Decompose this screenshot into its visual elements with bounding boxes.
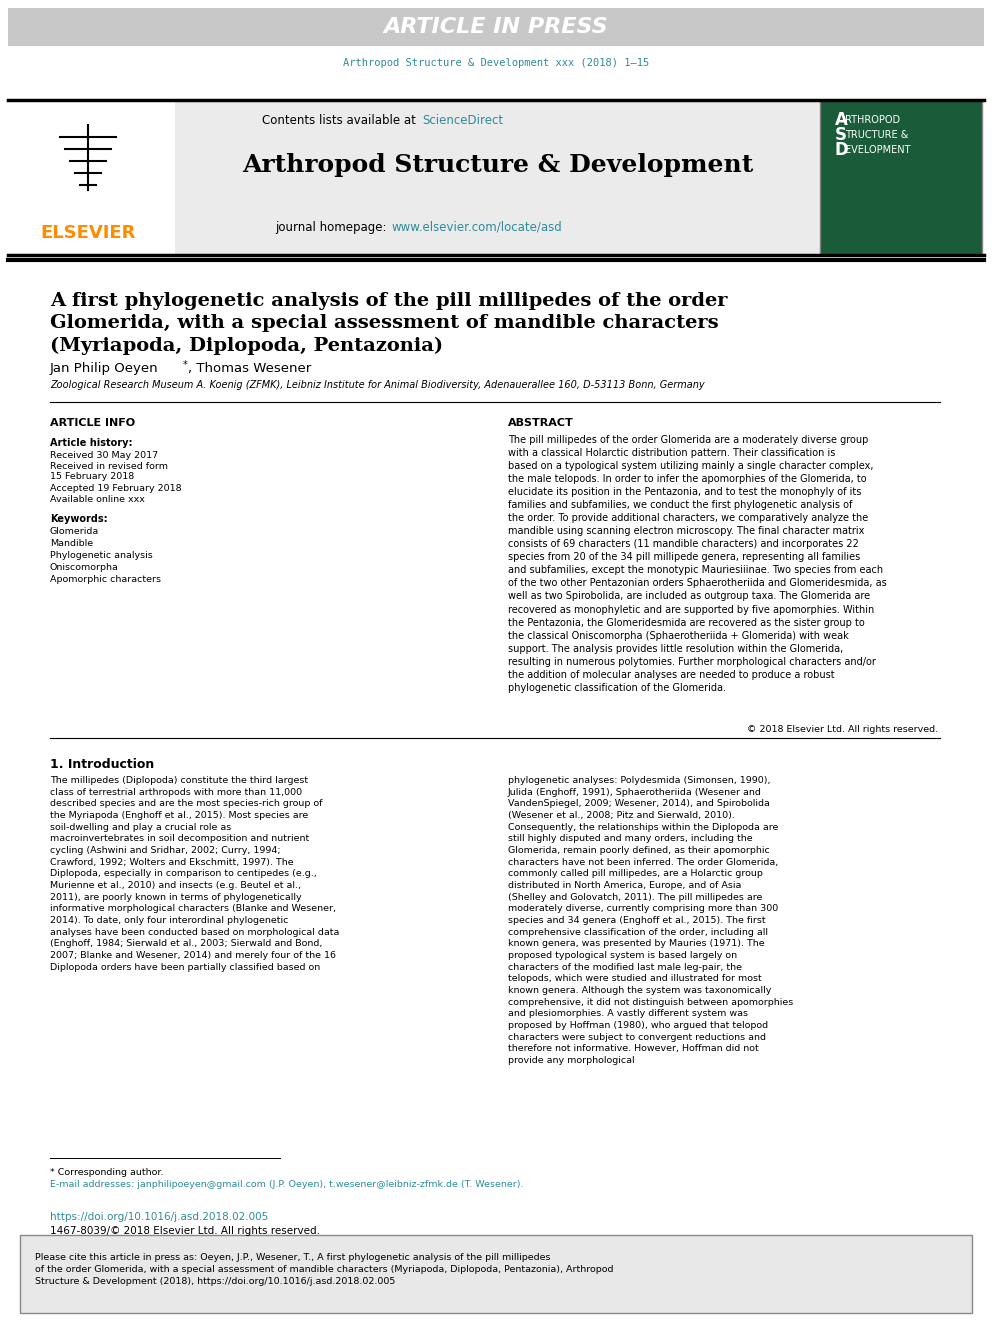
Text: EVELOPMENT: EVELOPMENT [845,146,911,155]
Text: RTHROPOD: RTHROPOD [845,115,900,124]
Text: ARTICLE INFO: ARTICLE INFO [50,418,135,429]
Text: ARTICLE IN PRESS: ARTICLE IN PRESS [384,17,608,37]
Text: *: * [183,360,187,370]
Text: E-mail addresses: janphilipoeyen@gmail.com (J.P. Oeyen), t.wesener@leibniz-zfmk.: E-mail addresses: janphilipoeyen@gmail.c… [50,1180,524,1189]
Text: ELSEVIER: ELSEVIER [41,224,136,242]
Text: Received in revised form: Received in revised form [50,462,168,471]
Text: , Thomas Wesener: , Thomas Wesener [188,363,311,374]
Text: The pill millipedes of the order Glomerida are a moderately diverse group
with a: The pill millipedes of the order Glomeri… [508,435,887,693]
Text: www.elsevier.com/locate/asd: www.elsevier.com/locate/asd [392,221,562,233]
Text: Accepted 19 February 2018: Accepted 19 February 2018 [50,484,182,493]
Text: Please cite this article in press as: Oeyen, J.P., Wesener, T., A first phylogen: Please cite this article in press as: Oe… [35,1253,613,1286]
Text: ABSTRACT: ABSTRACT [508,418,573,429]
Bar [8,8,984,46]
Text: Apomorphic characters: Apomorphic characters [50,576,161,583]
Text: Oniscomorpha: Oniscomorpha [50,564,119,572]
Text: Mandible: Mandible [50,538,93,548]
Text: Arthropod Structure & Development: Arthropod Structure & Development [242,153,754,177]
Text: journal homepage:: journal homepage: [275,221,390,233]
Text: 1. Introduction: 1. Introduction [50,758,154,771]
Bar [20,1234,972,1312]
Text: ScienceDirect: ScienceDirect [422,114,503,127]
Bar [8,101,173,255]
Text: https://doi.org/10.1016/j.asd.2018.02.005: https://doi.org/10.1016/j.asd.2018.02.00… [50,1212,268,1222]
Text: © 2018 Elsevier Ltd. All rights reserved.: © 2018 Elsevier Ltd. All rights reserved… [747,725,938,734]
Text: Glomerida: Glomerida [50,527,99,536]
Text: A: A [835,111,848,130]
Text: 15 February 2018: 15 February 2018 [50,472,134,482]
Text: Zoological Research Museum A. Koenig (ZFMK), Leibniz Institute for Animal Biodiv: Zoological Research Museum A. Koenig (ZF… [50,380,704,390]
Text: 1467-8039/© 2018 Elsevier Ltd. All rights reserved.: 1467-8039/© 2018 Elsevier Ltd. All right… [50,1226,320,1236]
Text: Arthropod Structure & Development xxx (2018) 1–15: Arthropod Structure & Development xxx (2… [343,58,649,67]
Text: Keywords:: Keywords: [50,515,107,524]
Bar [820,101,982,255]
Text: phylogenetic analyses: Polydesmida (Simonsen, 1990),
Julida (Enghoff, 1991), Sph: phylogenetic analyses: Polydesmida (Simo… [508,777,794,1065]
Text: Phylogenetic analysis: Phylogenetic analysis [50,550,153,560]
Text: A first phylogenetic analysis of the pill millipedes of the order
Glomerida, wit: A first phylogenetic analysis of the pil… [50,292,727,355]
Text: Article history:: Article history: [50,438,133,448]
Text: The millipedes (Diplopoda) constitute the third largest
class of terrestrial art: The millipedes (Diplopoda) constitute th… [50,777,339,971]
Text: Jan Philip Oeyen: Jan Philip Oeyen [50,363,159,374]
Text: D: D [835,142,849,159]
Bar [175,101,820,255]
Text: Received 30 May 2017: Received 30 May 2017 [50,451,158,460]
Text: S: S [835,126,847,144]
Text: Available online xxx: Available online xxx [50,495,145,504]
Text: * Corresponding author.: * Corresponding author. [50,1168,164,1177]
Text: TRUCTURE &: TRUCTURE & [845,130,909,140]
Text: Contents lists available at: Contents lists available at [262,114,420,127]
